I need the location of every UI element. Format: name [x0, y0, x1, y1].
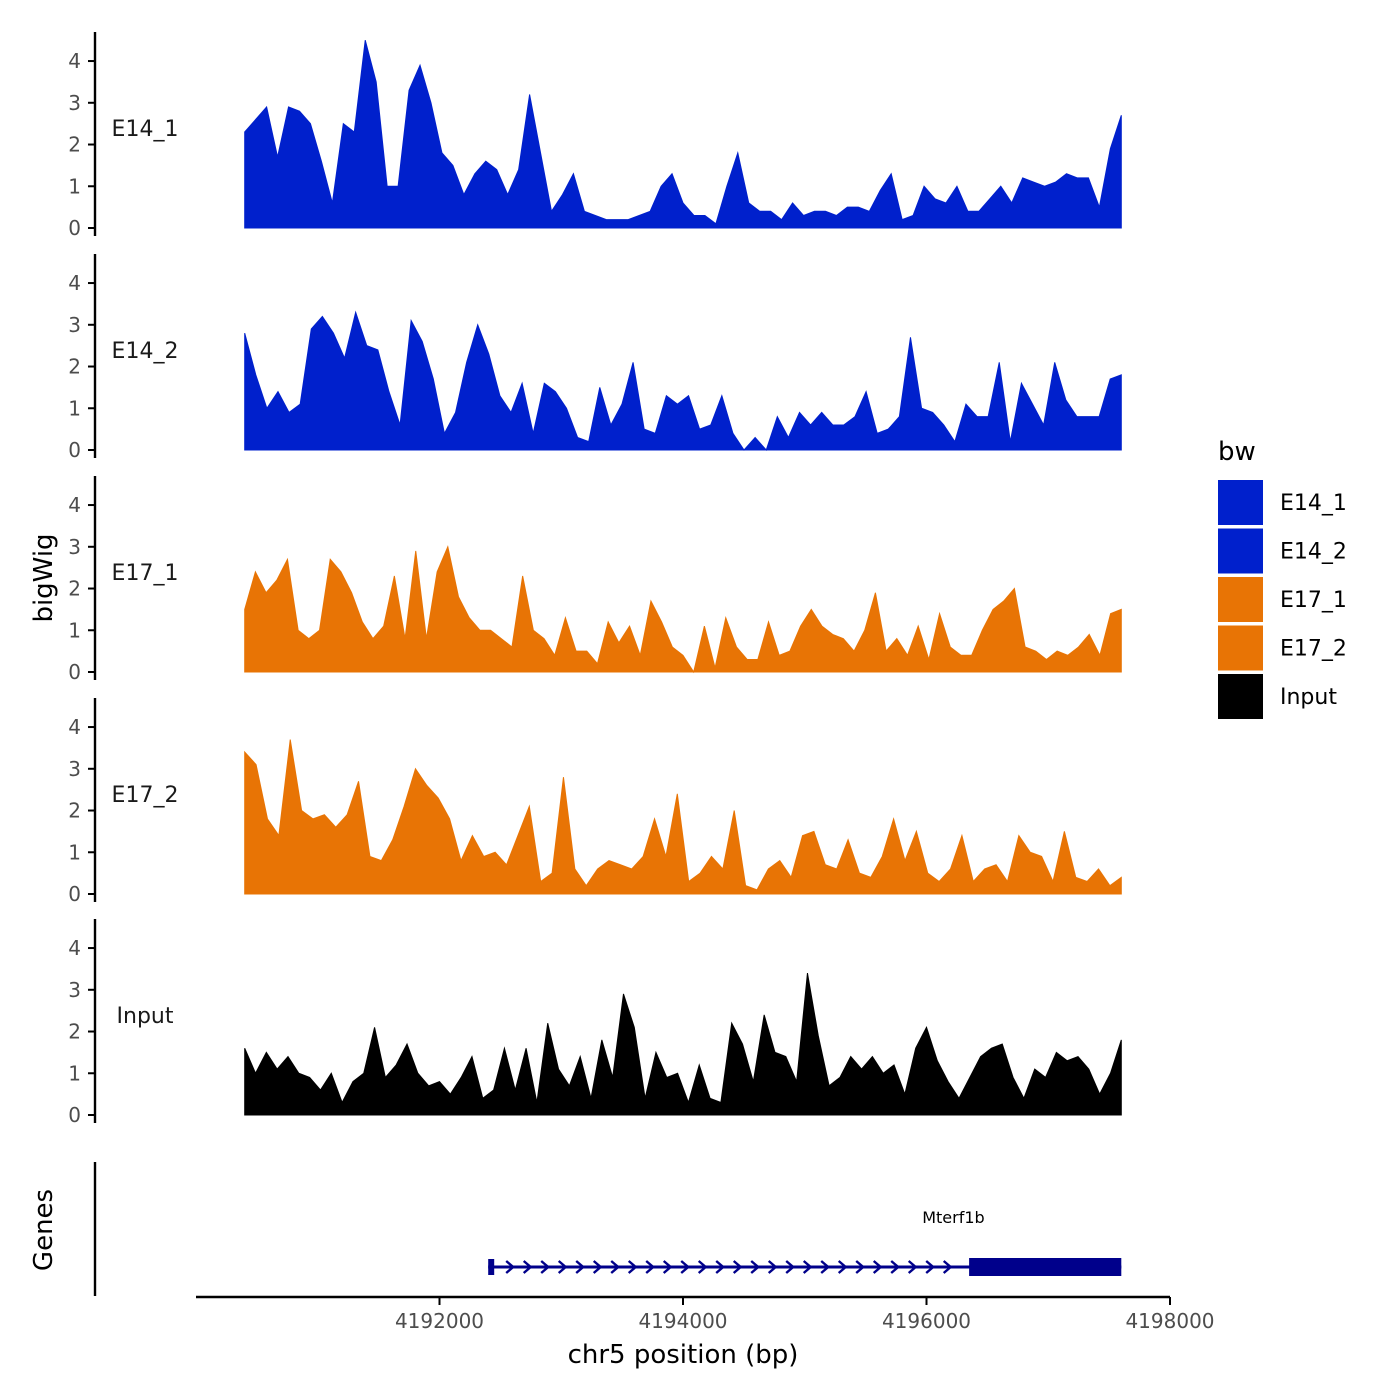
- x-axis-title: chr5 position (bp): [568, 1340, 799, 1370]
- track-label: E17_2: [112, 783, 179, 808]
- coverage-area: [244, 973, 1122, 1116]
- strand-arrow-icon: [820, 1260, 831, 1274]
- coverage-area: [244, 40, 1122, 229]
- coverage-area: [244, 545, 1122, 674]
- legend-swatch: [1218, 625, 1263, 671]
- y-tick-label: 4: [68, 49, 81, 73]
- y-tick-label: 1: [68, 1061, 81, 1085]
- y-tick-label: 0: [68, 882, 81, 906]
- strand-arrow-icon: [750, 1260, 761, 1274]
- track-e14-2: 0 1 2 3 4 E14_2: [68, 254, 1122, 462]
- legend-swatch: [1218, 674, 1263, 719]
- y-tick-label: 0: [68, 1103, 81, 1127]
- strand-arrow-icon: [890, 1260, 901, 1274]
- track-label: E14_1: [112, 117, 179, 142]
- track-e17-1: 0 1 2 3 4 E17_1: [68, 476, 1122, 684]
- strand-arrow-icon: [575, 1260, 586, 1274]
- legend-swatch: [1218, 528, 1263, 574]
- y-tick-label: 2: [68, 1020, 81, 1044]
- legend-swatch: [1218, 480, 1263, 525]
- y-tick-label: 4: [68, 936, 81, 960]
- legend-entry-label: E14_1: [1280, 491, 1347, 516]
- strand-arrow-icon: [505, 1260, 516, 1274]
- strand-arrow-icon: [697, 1260, 708, 1274]
- legend-swatch: [1218, 577, 1263, 622]
- y-tick-label: 2: [68, 799, 81, 823]
- track-label: Input: [117, 1004, 174, 1029]
- y-tick-label: 3: [68, 313, 81, 337]
- x-tick-label: 4198000: [1125, 1309, 1214, 1333]
- x-tick-label: 4194000: [638, 1309, 727, 1333]
- strand-arrow-icon: [925, 1260, 936, 1274]
- gene-track: Mterf1b: [93, 1162, 1122, 1296]
- gene-name-label: Mterf1b: [922, 1208, 984, 1227]
- legend-entry-label: E14_2: [1280, 540, 1347, 565]
- strand-arrow-icon: [942, 1260, 953, 1274]
- strand-arrow-icon: [645, 1260, 656, 1274]
- strand-arrow-icon: [540, 1260, 551, 1274]
- gene-exon-start: [488, 1259, 495, 1275]
- track-input: 0 1 2 3 4 Input: [68, 919, 1122, 1127]
- y-tick-label: 0: [68, 660, 81, 684]
- track-label: E17_1: [112, 561, 179, 586]
- coverage-area: [244, 739, 1122, 895]
- legend-entry-label: E17_2: [1280, 637, 1347, 662]
- strand-arrow-icon: [592, 1260, 603, 1274]
- strand-arrow-icon: [610, 1260, 621, 1274]
- y-tick-label: 3: [68, 978, 81, 1002]
- legend-title: bw: [1218, 437, 1256, 467]
- strand-arrow-icon: [715, 1260, 726, 1274]
- strand-arrow-icon: [872, 1260, 883, 1274]
- strand-arrow-icon: [662, 1260, 673, 1274]
- gene-thick-exon: [969, 1258, 1122, 1276]
- strand-arrow-icon: [785, 1260, 796, 1274]
- y-tick-label: 1: [68, 174, 81, 198]
- y-tick-label: 4: [68, 715, 81, 739]
- y-tick-label: 1: [68, 396, 81, 420]
- legend: bw E14_1 E14_2 E17_1 E17_2 Input: [1218, 437, 1347, 719]
- track-e14-1: 0 1 2 3 4 E14_1: [68, 32, 1122, 240]
- legend-entry-label: Input: [1280, 685, 1337, 710]
- y-tick-label: 2: [68, 355, 81, 379]
- track-e17-2: 0 1 2 3 4 E17_2: [68, 698, 1122, 906]
- y-tick-label: 4: [68, 493, 81, 517]
- strand-arrow-icon: [767, 1260, 778, 1274]
- track-label: E14_2: [112, 339, 179, 364]
- strand-arrow-icon: [855, 1260, 866, 1274]
- x-axis: 4192000 4194000 4196000 4198000: [196, 1295, 1215, 1333]
- strand-arrow-icon: [907, 1260, 918, 1274]
- legend-entry-label: E17_1: [1280, 588, 1347, 613]
- strand-arrow-icon: [557, 1260, 568, 1274]
- strand-arrow-icon: [522, 1260, 533, 1274]
- strand-arrow-icon: [802, 1260, 813, 1274]
- y-tick-label: 1: [68, 840, 81, 864]
- x-tick-label: 4196000: [882, 1309, 971, 1333]
- strand-arrow-icon: [680, 1260, 691, 1274]
- strand-arrow-icon: [837, 1260, 848, 1274]
- y-tick-label: 2: [68, 133, 81, 157]
- y-tick-label: 1: [68, 618, 81, 642]
- y-tick-label: 0: [68, 438, 81, 462]
- y-axis-title: bigWig: [29, 533, 59, 622]
- x-tick-label: 4192000: [395, 1309, 484, 1333]
- y-tick-label: 3: [68, 535, 81, 559]
- y-tick-label: 3: [68, 91, 81, 115]
- coverage-tracks: 0 1 2 3 4 E14_1 0 1 2 3 4 E14_2 0 1 2 3 4 E17_1 0 1 2 3 4 E17_2…: [68, 32, 1122, 1127]
- y-tick-label: 3: [68, 757, 81, 781]
- strand-arrow-icon: [732, 1260, 743, 1274]
- genes-axis-title: Genes: [29, 1189, 59, 1271]
- y-tick-label: 2: [68, 577, 81, 601]
- strand-arrow-icon: [627, 1260, 638, 1274]
- y-tick-label: 0: [68, 216, 81, 240]
- coverage-area: [244, 310, 1122, 451]
- y-tick-label: 4: [68, 271, 81, 295]
